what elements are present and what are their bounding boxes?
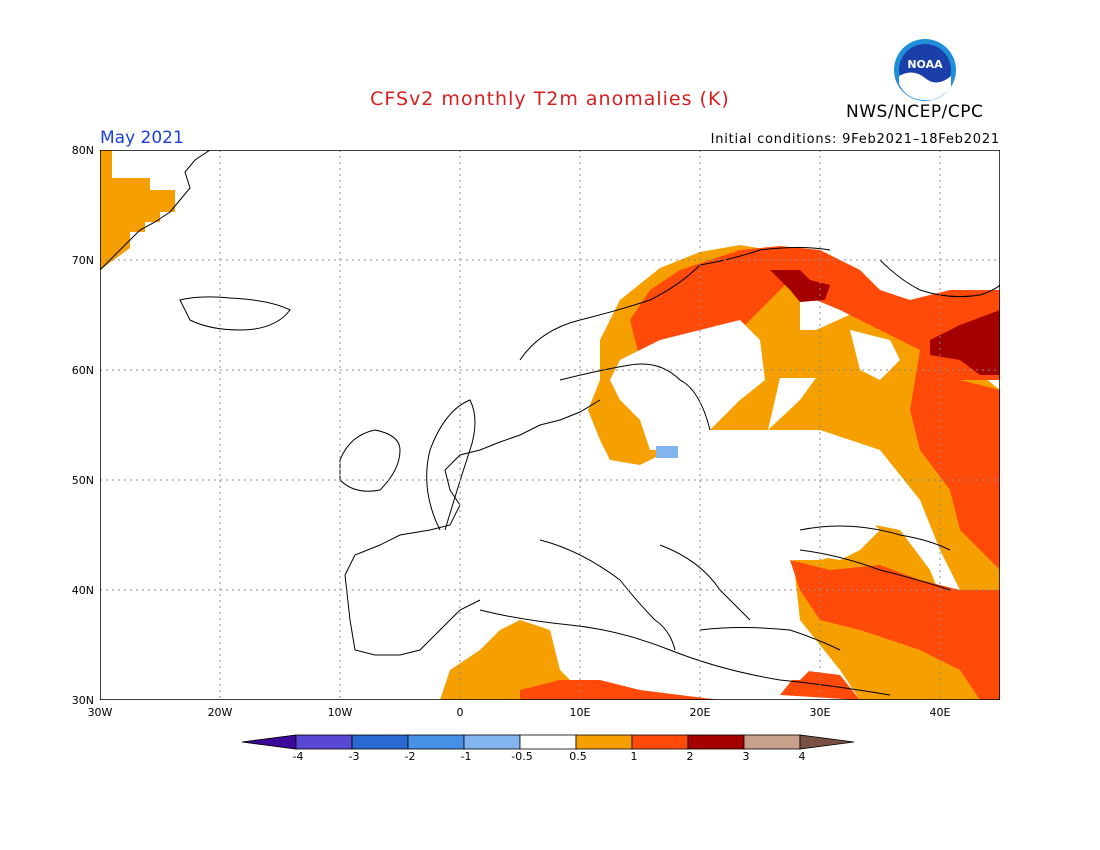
colorbar-max-arrow xyxy=(799,734,855,750)
lon-label-30e: 30E xyxy=(809,706,831,719)
colorbar-label: -0.5 xyxy=(511,750,533,763)
colorbar-label: 0.5 xyxy=(569,750,587,763)
greenland-anomaly xyxy=(100,150,175,270)
anomaly-map xyxy=(100,150,1000,700)
cold-spot xyxy=(656,446,678,458)
lon-label-10w: 10W xyxy=(327,706,353,719)
noaa-logo: NOAA xyxy=(894,39,956,101)
strong-anomaly-core xyxy=(770,270,1000,375)
lat-label-30n: 30N xyxy=(71,694,94,707)
lon-label-40e: 40E xyxy=(929,706,951,719)
colorbar-segment xyxy=(519,734,577,750)
colorbar-segment xyxy=(463,734,521,750)
colorbar-min-arrow xyxy=(241,734,297,750)
lon-label-20e: 20E xyxy=(689,706,711,719)
colorbar-label: 3 xyxy=(742,750,750,763)
lat-label-50n: 50N xyxy=(71,474,94,487)
colorbar-label: 2 xyxy=(686,750,694,763)
chart-title: CFSv2 monthly T2m anomalies (K) xyxy=(370,88,730,110)
forecast-month: May 2021 xyxy=(100,128,184,148)
lat-label-60n: 60N xyxy=(71,364,94,377)
colorbar-segment xyxy=(687,734,745,750)
logo-text: NOAA xyxy=(907,58,943,71)
lon-label-20w: 20W xyxy=(207,706,233,719)
graticule xyxy=(100,150,1000,700)
coastlines xyxy=(100,150,1000,696)
colorbar-segment xyxy=(351,734,409,750)
colorbar-label: 1 xyxy=(630,750,638,763)
agency-label: NWS/NCEP/CPC xyxy=(846,102,984,122)
lat-label-70n: 70N xyxy=(71,254,94,267)
colorbar-label: -3 xyxy=(348,750,360,763)
colorbar-segment xyxy=(407,734,465,750)
colorbar-label: -2 xyxy=(404,750,416,763)
colorbar-segment xyxy=(295,734,353,750)
initial-conditions: Initial conditions: 9Feb2021–18Feb2021 xyxy=(710,132,1000,147)
colorbar-label: -4 xyxy=(292,750,304,763)
lon-label-10e: 10E xyxy=(569,706,591,719)
colorbar-segment xyxy=(575,734,633,750)
colorbar-segment xyxy=(743,734,801,750)
lon-label-30w: 30W xyxy=(87,706,113,719)
colorbar-segment xyxy=(631,734,689,750)
colorbar-label: -1 xyxy=(460,750,472,763)
lon-label-0: 0 xyxy=(456,706,464,719)
colorbar-label: 4 xyxy=(798,750,806,763)
lat-label-80n: 80N xyxy=(71,144,94,157)
lat-label-40n: 40N xyxy=(71,584,94,597)
colorbar xyxy=(241,734,855,750)
